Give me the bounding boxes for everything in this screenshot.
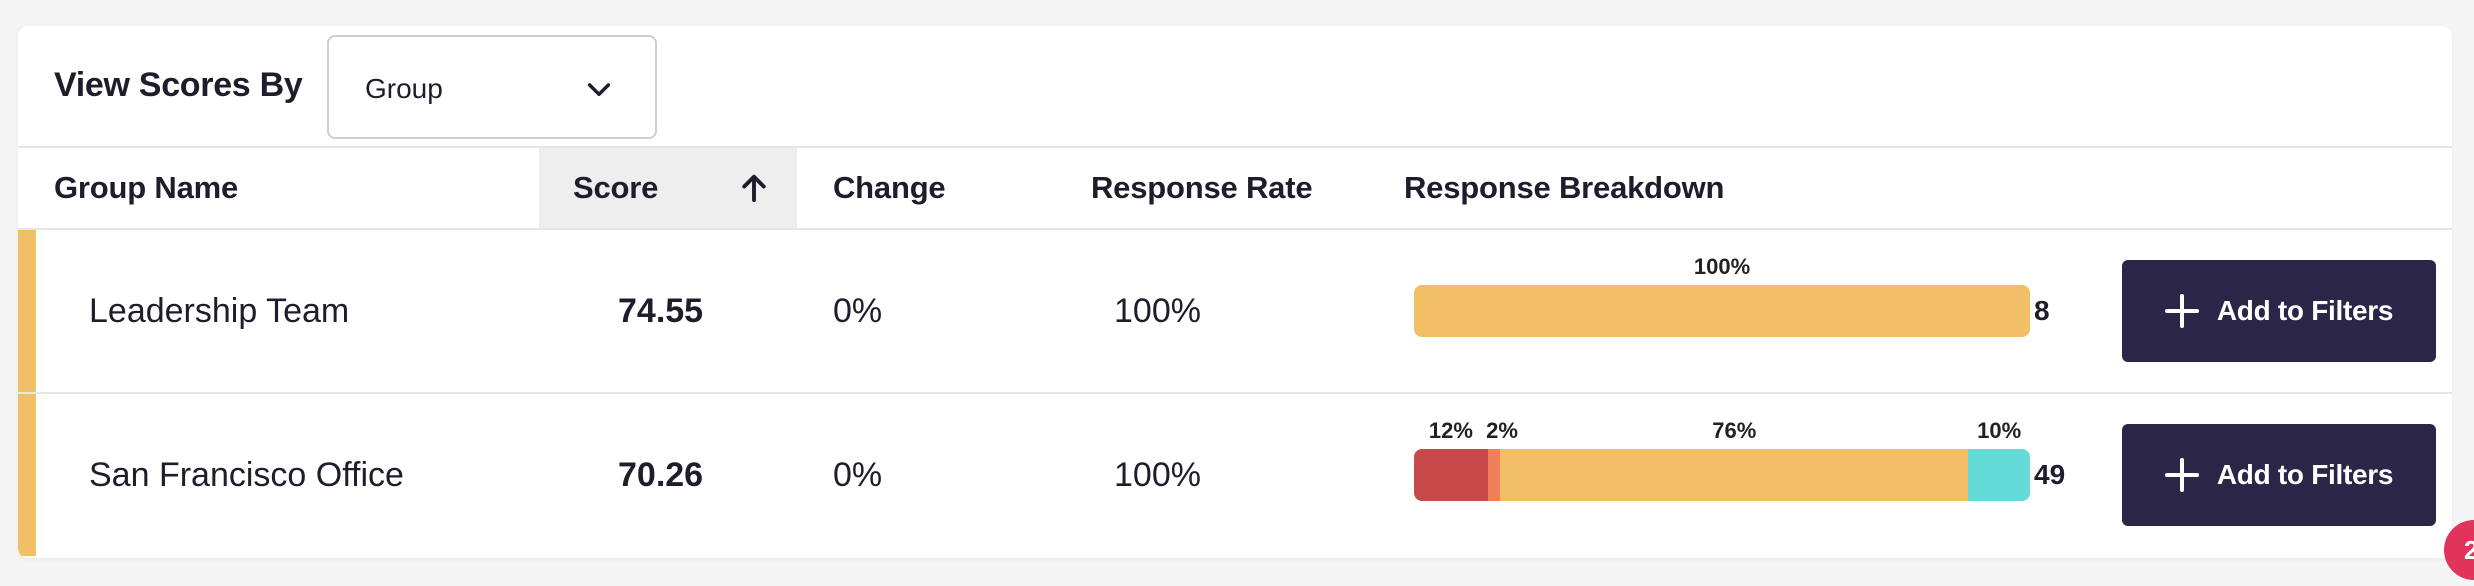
group-by-dropdown[interactable]: Group: [327, 35, 657, 139]
row-accent-bar: [18, 230, 36, 392]
response-count: 8: [2034, 295, 2050, 326]
change-value: 0%: [833, 292, 883, 330]
score-value: 70.26: [618, 456, 704, 494]
group-name: San Francisco Office: [89, 456, 404, 494]
table-header: Group Name Score Change Response Rate Re…: [18, 148, 2452, 230]
breakdown-segment: [1968, 449, 2030, 501]
dropdown-selected-value: Group: [365, 73, 443, 104]
add-to-filters-label: Add to Filters: [2216, 295, 2394, 326]
breakdown-segment: [1500, 449, 1969, 501]
breakdown-segment-label: 76%: [1712, 418, 1757, 443]
breakdown-segment: [1414, 449, 1488, 501]
breakdown-bar: [1414, 285, 2030, 337]
breakdown-segment-label: 2%: [1486, 418, 1518, 443]
response-count: 49: [2034, 459, 2066, 490]
breakdown-segment-label: 100%: [1693, 254, 1751, 279]
row-accent-bar: [18, 394, 36, 556]
column-group-name[interactable]: Group Name: [54, 170, 239, 205]
response-rate-value: 100%: [1114, 292, 1201, 330]
add-to-filters-button[interactable]: Add to Filters: [2122, 260, 2436, 362]
scores-card: View Scores By Group Group Name Score Ch…: [18, 26, 2452, 558]
add-to-filters-button[interactable]: Add to Filters: [2122, 424, 2436, 526]
table-row: San Francisco Office 70.26 0% 100% 12% 2%…: [18, 394, 2452, 556]
table-row: Leadership Team 74.55 0% 100% 100% 8 Add…: [18, 230, 2452, 394]
chevron-down-icon: [587, 83, 611, 97]
score-value: 74.55: [618, 292, 704, 330]
breakdown-segment: [1487, 449, 1501, 501]
column-response-rate[interactable]: Response Rate: [1091, 170, 1313, 205]
row-divider: [18, 392, 2452, 394]
column-score[interactable]: Score: [573, 170, 659, 205]
view-scores-toolbar: View Scores By Group: [18, 26, 2452, 148]
breakdown-segment: [1414, 285, 2030, 337]
response-rate-value: 100%: [1114, 456, 1201, 494]
breakdown-bar: [1414, 449, 2030, 501]
plus-icon: [2164, 294, 2199, 328]
view-scores-label: View Scores By: [54, 66, 303, 104]
add-to-filters-label: Add to Filters: [2216, 459, 2394, 490]
breakdown-segment-label: 10%: [1977, 418, 2022, 443]
arrow-up-icon[interactable]: [736, 170, 772, 206]
breakdown-segment-label: 12%: [1428, 418, 1473, 443]
column-change[interactable]: Change: [833, 170, 946, 205]
change-value: 0%: [833, 456, 883, 494]
column-response-breakdown: Response Breakdown: [1404, 170, 1725, 205]
plus-icon: [2164, 458, 2199, 492]
group-name: Leadership Team: [89, 292, 350, 330]
